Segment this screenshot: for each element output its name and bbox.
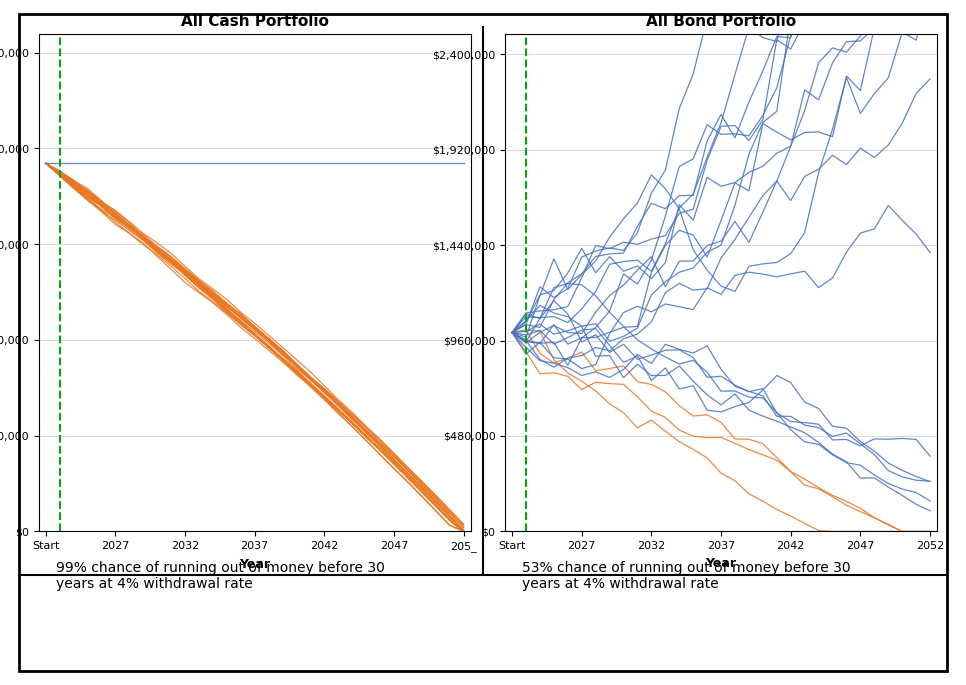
X-axis label: Year: Year [705, 557, 736, 570]
Text: 99% chance of running out of money before 30
years at 4% withdrawal rate: 99% chance of running out of money befor… [56, 561, 384, 591]
X-axis label: Year: Year [240, 558, 270, 571]
Title: All Bond Portfolio: All Bond Portfolio [646, 14, 796, 29]
Text: 53% chance of running out of money before 30
years at 4% withdrawal rate: 53% chance of running out of money befor… [523, 561, 851, 591]
Title: All Cash Portfolio: All Cash Portfolio [181, 14, 328, 29]
